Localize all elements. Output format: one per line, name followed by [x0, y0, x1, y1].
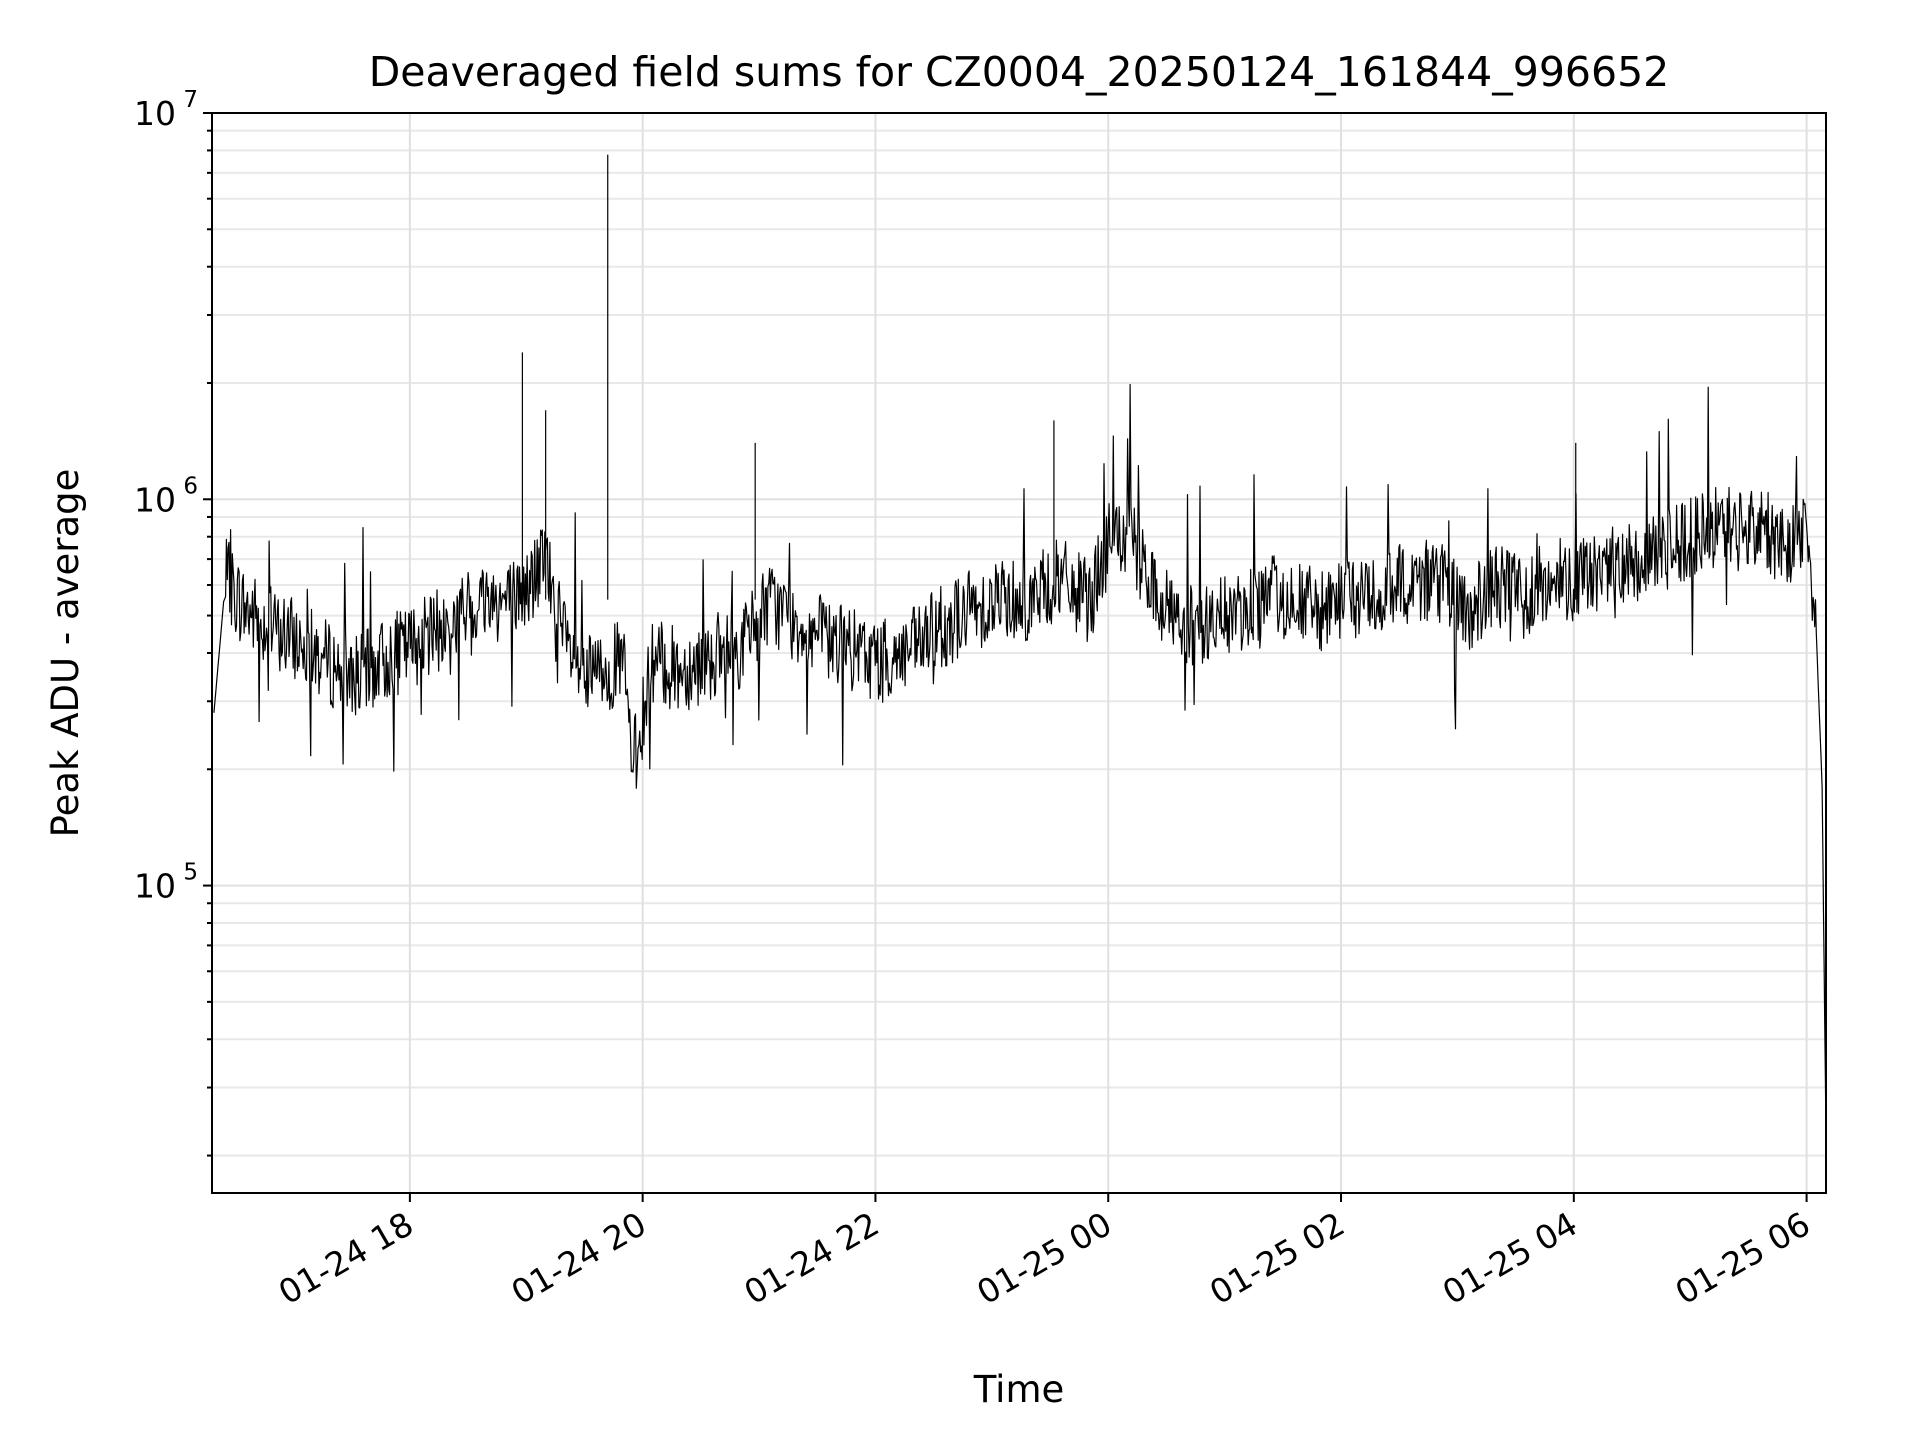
x-tick-label: 01-25 06: [1669, 1204, 1817, 1312]
ticks: 10 5 10 6 10 7 01-24 18 01-24 20 01-24 22 01-25 0…: [134, 87, 1817, 1312]
y-tick-label: 10: [134, 480, 176, 519]
y-tick-label: 10: [134, 867, 176, 906]
x-tick-label: 01-25 02: [1203, 1204, 1351, 1312]
y-tick-exponent: 6: [183, 473, 198, 499]
x-tick-label: 01-25 04: [1436, 1204, 1584, 1312]
x-axis-label: Time: [973, 1368, 1065, 1411]
grid: [212, 112, 1826, 1193]
y-tick-label: 10: [134, 94, 176, 133]
y-tick-exponent: 5: [183, 860, 198, 886]
chart-title: Deaveraged field sums for CZ0004_2025012…: [369, 48, 1670, 96]
series-line-0: [213, 383, 1827, 1140]
y-axis-label: Peak ADU - average: [44, 469, 87, 838]
x-tick-label: 01-24 18: [272, 1204, 420, 1312]
y-tick-exponent: 7: [183, 87, 198, 113]
series-layer: [213, 154, 1827, 1140]
x-tick-label: 01-24 22: [737, 1204, 885, 1312]
x-tick-label: 01-25 00: [970, 1204, 1118, 1312]
x-tick-label: 01-24 20: [505, 1204, 653, 1312]
